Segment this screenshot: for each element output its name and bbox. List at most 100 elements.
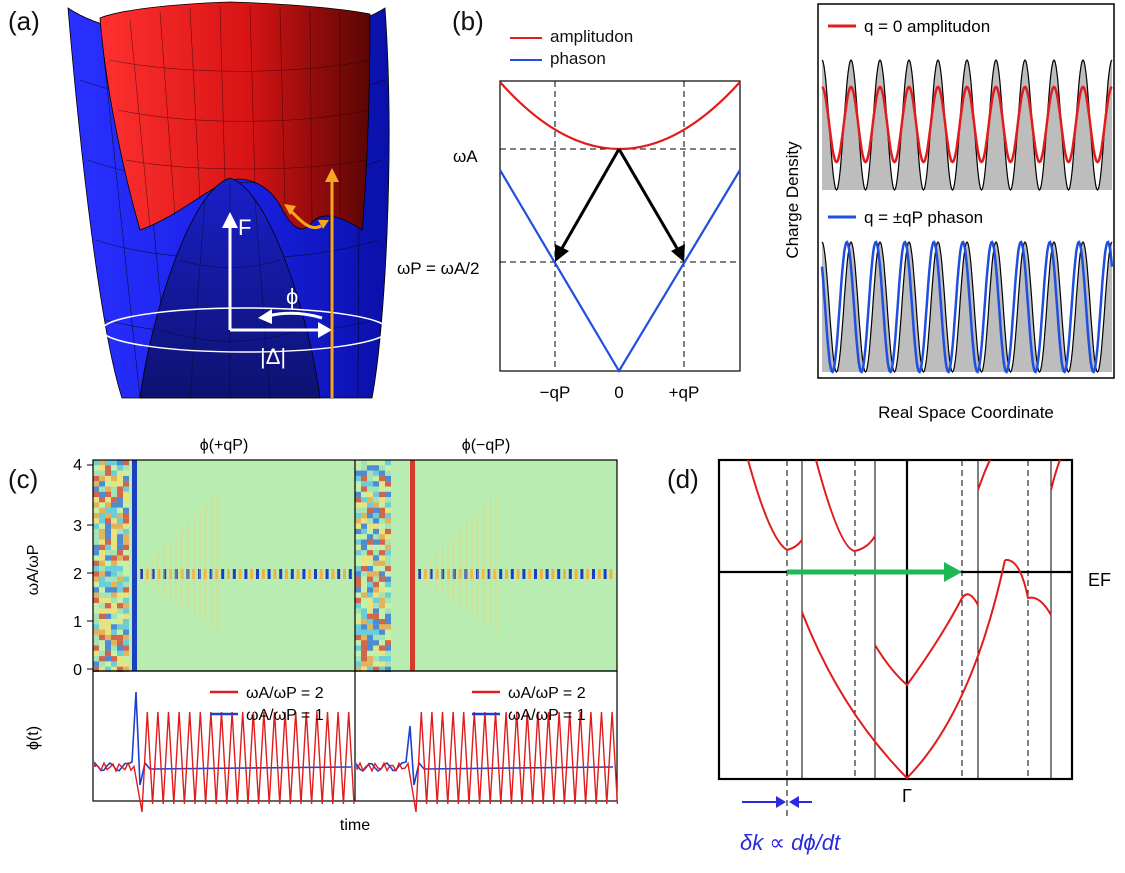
- spectrogram-noise-cell: [379, 475, 385, 482]
- spectrogram-noise-cell: [361, 513, 367, 519]
- spectrogram-noise-cell: [111, 592, 117, 598]
- spectrogram-noise-cell: [117, 470, 123, 476]
- spectrogram-noise-cell: [117, 619, 123, 625]
- spectrogram-noise-cell: [355, 491, 361, 498]
- spectrogram-noise-cell: [355, 518, 361, 524]
- trace-ylabel: ϕ(t): [25, 726, 42, 750]
- spectrogram-noise-cell: [117, 592, 123, 598]
- spectrogram-noise-cell: [111, 629, 117, 635]
- trace-legend-left: ωA/ωP = 2 ωA/ωP = 1: [210, 685, 324, 724]
- spectrogram-noise-cell: [111, 645, 117, 651]
- spectrogram-noise-cell: [367, 576, 373, 582]
- spectrogram-noise-cell: [123, 619, 129, 625]
- spectrogram-noise-cell: [117, 656, 123, 662]
- spectrogram-noise-cell: [355, 587, 361, 593]
- spectrogram-noise-cell: [373, 502, 379, 508]
- spectrogram-noise-cell: [385, 587, 391, 593]
- spectrogram-noise-cell: [105, 502, 111, 508]
- spectrogram-noise-cell: [111, 460, 117, 466]
- spectrogram-noise-cell: [123, 465, 129, 471]
- spectrogram-noise-cell: [111, 566, 117, 572]
- spectrogram-noise-cell: [367, 486, 373, 492]
- amplitudon-fill: [822, 60, 1112, 190]
- spectrogram-noise-cell: [93, 613, 99, 619]
- spectrogram-noise-cell: [123, 518, 129, 524]
- spectrogram-noise-cell: [111, 603, 117, 609]
- spectrogram-noise-cell: [373, 640, 379, 646]
- spectrogram-noise-cell: [367, 502, 373, 508]
- spectrogram-noise-cell: [117, 528, 123, 535]
- spectrogram-noise-cell: [361, 650, 367, 657]
- legend-label-amplitudon-cd: q = 0 amplitudon: [864, 17, 990, 36]
- spectrogram-noise-cell: [123, 513, 129, 519]
- spectrogram-noise-cell: [93, 470, 99, 476]
- spectrogram-noise-cell: [355, 650, 361, 657]
- spectrogram-noise-cell: [93, 475, 99, 482]
- spectrogram-noise-cell: [99, 550, 105, 556]
- band-cell: [302, 569, 306, 579]
- spectrogram-noise-cell: [123, 640, 129, 646]
- spectrogram-noise-cell: [105, 507, 111, 513]
- spectrogram-noise-cell: [373, 513, 379, 519]
- spectrogram-noise-cell: [373, 624, 379, 630]
- spectrogram-noise-cell: [105, 486, 111, 492]
- spectrogram-noise-cell: [99, 634, 105, 641]
- spectrogram-noise-cell: [99, 592, 105, 598]
- spectrogram-noise-cell: [367, 497, 373, 503]
- spectrogram-noise-cell: [99, 507, 105, 513]
- spectrogram-noise-cell: [385, 645, 391, 651]
- spectrogram-noise-cell: [123, 666, 129, 672]
- spectrogram-noise-cell: [385, 613, 391, 619]
- spectrogram-noise-cell: [379, 513, 385, 519]
- spectrogram-noise-cell: [373, 470, 379, 476]
- spectrogram-noise-cell: [361, 470, 367, 476]
- spectrogram-noise-cell: [379, 613, 385, 619]
- spectrogram-noise-cell: [379, 491, 385, 498]
- band-cell: [539, 569, 543, 579]
- spectrogram-noise-cell: [123, 650, 129, 657]
- spectrogram-noise-cell: [361, 518, 367, 524]
- spectrogram-noise-cell: [123, 491, 129, 498]
- spectrogram-noise-cell: [361, 608, 367, 614]
- spectrogram-noise-cell: [117, 491, 123, 498]
- spectrogram-noise-cell: [373, 634, 379, 641]
- spectrogram-noise-cell: [379, 603, 385, 609]
- spectrogram-noise-cell: [379, 666, 385, 672]
- spectrogram-spike: [410, 460, 415, 671]
- spectrogram-noise-cell: [355, 523, 361, 529]
- spectrogram-noise-cell: [361, 566, 367, 572]
- spectrogram-noise-cell: [93, 497, 99, 503]
- spectrogram-noise-cell: [99, 571, 105, 577]
- spectrogram-noise-cell: [123, 528, 129, 535]
- band-cell: [151, 569, 155, 579]
- spectrogram-noise-cell: [111, 661, 117, 667]
- spectrogram-noise-cell: [367, 465, 373, 471]
- spectrogram-noise-cell: [355, 555, 361, 561]
- spectrogram-noise-cell: [355, 597, 361, 604]
- spectrogram-noise-cell: [105, 629, 111, 635]
- phason-ground-wave: [821, 240, 1113, 374]
- spectrogram-noise-cell: [373, 544, 379, 551]
- spectrogram-noise-cell: [117, 666, 123, 672]
- spectrogram-noise-cell: [355, 534, 361, 540]
- spectrogram-noise-cell: [379, 539, 385, 545]
- spectrogram-noise-cell: [117, 518, 123, 524]
- spectrogram-noise-cell: [355, 513, 361, 519]
- phason-curve: [499, 169, 741, 374]
- band-cell: [256, 569, 259, 579]
- legend-label-ratio1-left: ωA/ωP = 1: [246, 707, 324, 724]
- band-cell: [331, 569, 335, 579]
- spectrogram-noise-cell: [373, 528, 379, 535]
- spectrogram-noise-cell: [117, 502, 123, 508]
- spectrogram-ylabel: ωA/ωP: [25, 545, 42, 596]
- spectrogram-noise-cell: [123, 486, 129, 492]
- band-cell: [348, 569, 352, 579]
- spectrogram-noise-cell: [385, 502, 391, 508]
- spectrogram-noise-cell: [111, 571, 117, 577]
- spectrogram-noise-cell: [379, 486, 385, 492]
- panel-letter-a: (a): [8, 6, 40, 36]
- spectrogram-noise-cell: [123, 613, 129, 619]
- spectrogram-noise-cell: [373, 587, 379, 593]
- spectrogram-noise-cell: [367, 523, 373, 529]
- spectrogram-noise-cell: [385, 592, 391, 598]
